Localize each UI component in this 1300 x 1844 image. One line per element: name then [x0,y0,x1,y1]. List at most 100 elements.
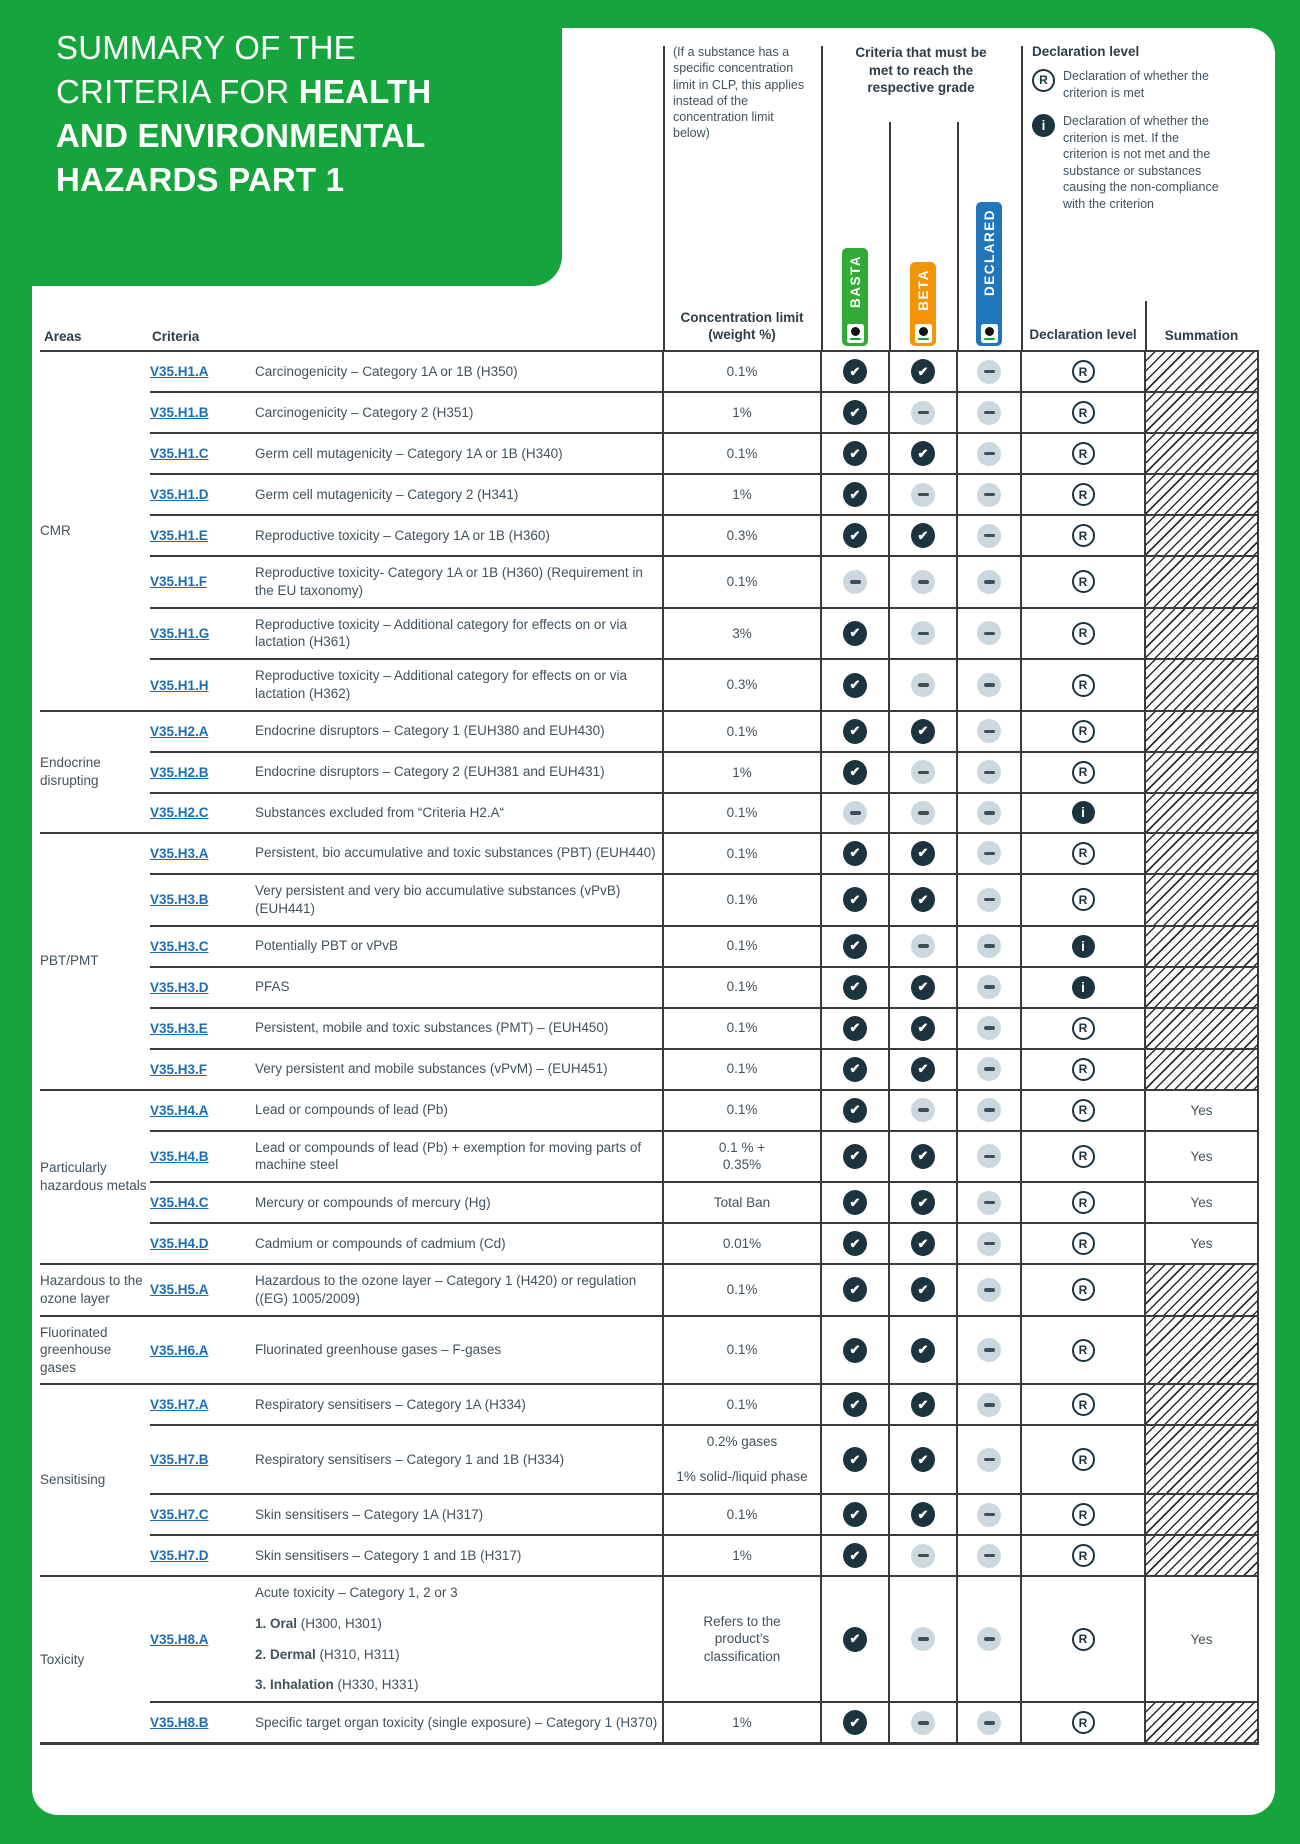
concentration-limit-cell: 0.1% [662,1314,821,1385]
grade-basta-cell: ✔ [820,432,889,474]
criteria-link[interactable]: V35.H6.A [150,1342,209,1358]
check-icon: ✔ [911,359,935,384]
criteria-link[interactable]: V35.H3.C [150,938,209,954]
dash-bar [917,1108,929,1112]
concentration-limit-cell: 0.1% [662,965,821,1008]
declaration-level-cell: R [1020,1424,1145,1495]
dash-bar [983,1721,995,1725]
summation-hatch-cell [1144,1263,1259,1316]
grade-declared-cell [956,1263,1021,1316]
grade-basta-cell: ✔ [820,1424,889,1495]
column-header-criteria: Criteria [152,329,200,344]
criteria-code-cell: V35.H4.B [150,1129,255,1183]
grade-beta-cell: ✔ [888,965,957,1008]
criteria-link[interactable]: V35.H7.B [150,1452,209,1468]
basta-grade-label: BASTA [842,248,868,346]
dash-icon [977,1392,1001,1417]
criteria-link[interactable]: V35.H4.C [150,1195,209,1211]
criteria-link[interactable]: V35.H7.D [150,1548,209,1564]
grade-declared-cell [956,1047,1021,1090]
criteria-code-cell: V35.H1.B [150,391,255,433]
grade-beta-cell: ✔ [888,514,957,556]
check-glyph: ✔ [917,363,929,379]
grade-basta-cell: ✔ [820,1129,889,1183]
criteria-link[interactable]: V35.H3.D [150,979,209,995]
grade-beta-cell [888,473,957,515]
grade-basta-cell: ✔ [820,350,889,392]
criteria-link[interactable]: V35.H1.B [150,405,209,420]
check-glyph: ✔ [849,1235,861,1251]
criteria-link[interactable]: V35.H2.B [150,764,209,780]
criteria-link[interactable]: V35.H8.A [150,1631,209,1647]
declaration-level-cell: R [1020,473,1145,515]
grade-beta-cell [888,791,957,833]
table-row: Fluorinated greenhouse gases V35.H6.A Fluo… [40,1314,1259,1385]
criteria-link[interactable]: V35.H5.A [150,1282,209,1298]
criteria-link[interactable]: V35.H1.A [150,364,209,379]
check-glyph: ✔ [849,1342,861,1358]
criteria-link[interactable]: V35.H1.C [150,446,209,461]
check-glyph: ✔ [849,723,861,739]
criteria-link[interactable]: V35.H4.B [150,1148,209,1164]
criteria-description: Potentially PBT or vPvB [255,924,663,967]
summation-hatch-cell [1144,1701,1259,1744]
r-declaration-icon: R [1071,1448,1095,1472]
criteria-link[interactable]: V35.H1.E [150,528,208,543]
description-line: Acute toxicity – Category 1, 2 or 3 [255,1584,662,1602]
criteria-link[interactable]: V35.H3.E [150,1020,208,1036]
criteria-link[interactable]: V35.H3.A [150,845,209,861]
criteria-link[interactable]: V35.H1.D [150,487,209,502]
criteria-link[interactable]: V35.H2.A [150,723,209,739]
divider [1021,46,1023,350]
grade-beta-cell [888,1088,957,1131]
area-cell: Hazardous to the ozone layer [40,1263,150,1316]
check-glyph: ✔ [849,1102,861,1117]
criteria-link[interactable]: V35.H7.A [150,1397,209,1413]
concentration-limit-cell: 0.3% [662,514,821,556]
table-row: V35.H3.D PFAS 0.1% ✔ ✔ i [40,965,1259,1008]
title-banner: SUMMARY OF THE CRITERIA FOR HEALTH AND E… [0,0,562,286]
declaration-level-cell: R [1020,1129,1145,1183]
criteria-link[interactable]: V35.H3.F [150,1061,208,1077]
concentration-limit-cell: 0.1% [662,831,821,874]
grade-basta-cell: ✔ [820,606,889,660]
criteria-code-cell: V35.H1.H [150,658,255,711]
dash-bar [917,410,929,415]
criteria-link[interactable]: V35.H2.C [150,805,209,821]
check-icon: ✔ [843,1447,867,1473]
basta-label-text: BASTA [847,255,863,308]
table-row: V35.H4.D Cadmium or compounds of cadmium … [40,1222,1259,1265]
dash-bar [917,631,929,636]
dash-icon [977,1057,1001,1081]
criteria-link[interactable]: V35.H4.A [150,1102,209,1118]
criteria-link[interactable]: V35.H1.G [150,625,210,641]
check-glyph: ✔ [917,445,929,461]
description-bold: 3. Inhalation [255,1677,334,1693]
criteria-link[interactable]: V35.H8.B [150,1715,209,1731]
criteria-code-cell: V35.H7.D [150,1534,255,1577]
criteria-code-cell: V35.H7.A [150,1383,255,1426]
criteria-code-cell: V35.H4.A [150,1088,255,1131]
grade-basta-cell: ✔ [820,1493,889,1536]
r-declaration-icon: R [1071,621,1095,645]
dash-bar [983,1637,995,1641]
summation-hatch-cell [1144,791,1259,833]
criteria-link[interactable]: V35.H4.D [150,1236,209,1252]
grade-basta-cell: ✔ [820,1575,889,1703]
criteria-link[interactable]: V35.H1.F [150,574,208,590]
table-row: V35.H2.B Endocrine disruptors – Category … [40,750,1259,793]
grade-declared-cell [956,791,1021,833]
dash-bar [983,770,995,775]
check-icon: ✔ [911,974,935,1000]
check-icon: ✔ [843,1190,867,1216]
check-icon: ✔ [911,1337,935,1363]
grade-basta-cell: ✔ [820,924,889,967]
dash-bar [983,729,995,734]
criteria-link[interactable]: V35.H7.C [150,1507,209,1523]
r-declaration-icon: R [1071,1711,1095,1735]
criteria-link[interactable]: V35.H1.H [150,677,209,693]
grade-basta-cell: ✔ [820,750,889,793]
dash-icon [911,621,935,646]
check-glyph: ✔ [849,1396,861,1412]
criteria-link[interactable]: V35.H3.B [150,892,209,908]
